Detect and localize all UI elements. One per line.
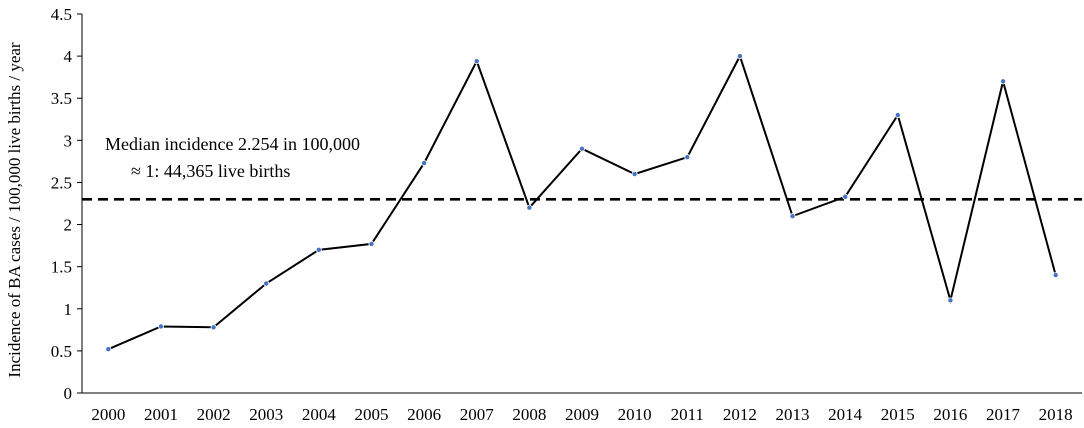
data-point (473, 58, 480, 65)
data-point (263, 280, 270, 287)
x-tick-label: 2011 (671, 405, 704, 424)
x-tick-label: 2007 (460, 405, 495, 424)
x-tick-label: 2002 (197, 405, 231, 424)
data-point (789, 213, 796, 220)
data-point (736, 53, 743, 60)
annotation-line-2: ≈ 1: 44,365 live births (131, 161, 290, 181)
x-axis: 2000 2001 2002 2003 2004 2005 2006 2007 2008 2009… (82, 392, 1082, 424)
data-point (421, 160, 428, 167)
y-tick-label: 4 (64, 47, 73, 66)
data-point (210, 324, 217, 331)
annotation-line-1: Median incidence 2.254 in 100,000 (105, 134, 360, 154)
x-tick-label: 2005 (354, 405, 388, 424)
x-tick-label: 2016 (933, 405, 967, 424)
data-point (368, 240, 375, 247)
data-point (105, 346, 112, 353)
data-point (315, 246, 322, 253)
y-axis-title: Incidence of BA cases / 100,000 live bir… (5, 42, 24, 378)
y-tick-label: 2.5 (51, 173, 72, 192)
data-point (1000, 78, 1007, 85)
y-tick-label: 0.5 (51, 342, 72, 361)
series-markers (105, 53, 1059, 353)
x-tick-label: 2008 (512, 405, 546, 424)
x-tick-label: 2013 (776, 405, 810, 424)
data-point (526, 204, 533, 211)
x-tick-label: 2006 (407, 405, 441, 424)
data-point (1052, 272, 1059, 279)
x-tick-label: 2017 (986, 405, 1021, 424)
x-tick-label: 2000 (91, 405, 125, 424)
x-tick-label: 2010 (618, 405, 652, 424)
y-tick-label: 2 (64, 216, 73, 235)
data-point (631, 171, 638, 178)
data-point (894, 112, 901, 119)
y-tick-label: 0 (64, 384, 73, 403)
x-tick-label: 2014 (828, 405, 863, 424)
y-tick-label: 3 (64, 131, 73, 150)
x-tick-label: 2003 (249, 405, 283, 424)
x-tick-label: 2018 (1039, 405, 1073, 424)
data-point (947, 297, 954, 304)
series-line (107, 53, 1057, 351)
y-tick-label: 1 (64, 300, 73, 319)
x-tick-label: 2012 (723, 405, 757, 424)
x-tick-label: 2015 (881, 405, 915, 424)
y-tick-label: 4.5 (51, 5, 72, 24)
x-tick-label: 2004 (302, 405, 337, 424)
y-tick-label: 1.5 (51, 258, 72, 277)
data-point (157, 323, 164, 330)
data-point (842, 193, 849, 200)
x-tick-label: 2009 (565, 405, 599, 424)
y-tick-label: 3.5 (51, 89, 72, 108)
data-point (684, 154, 691, 161)
y-axis: 0 0.5 1 1.5 2 2.5 3 3.5 4 4.5 (51, 5, 83, 403)
data-point (579, 145, 586, 152)
x-tick-label: 2001 (144, 405, 178, 424)
